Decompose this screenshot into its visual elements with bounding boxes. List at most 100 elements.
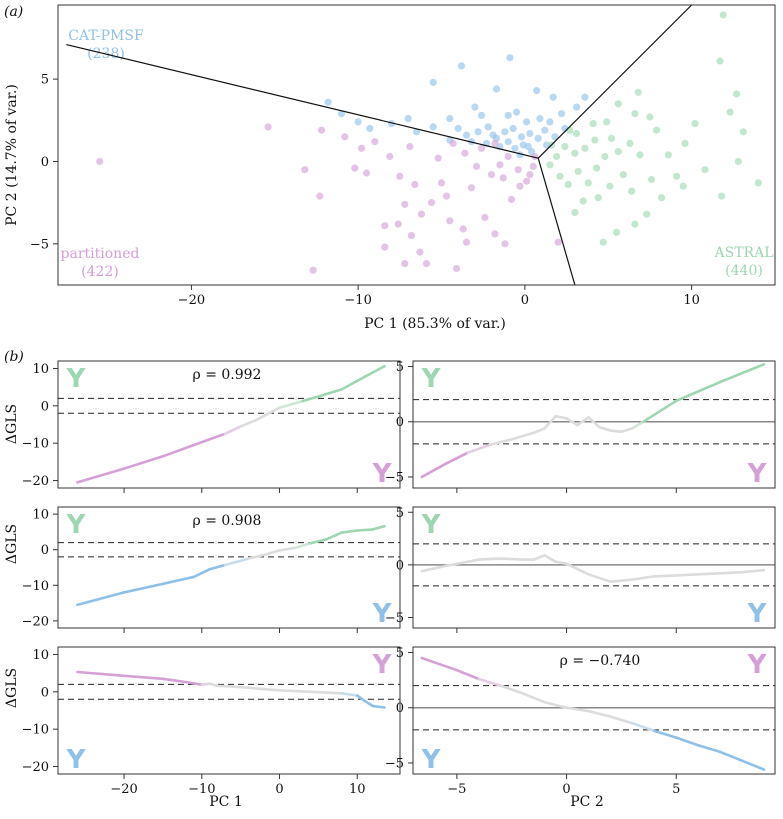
scatter-point-partitioned — [264, 123, 272, 131]
scatter-point-cat-pmsf — [558, 110, 566, 118]
delta-gls-curve-segment — [740, 568, 766, 574]
group-count-astral: (440) — [725, 263, 763, 279]
delta-gls-curve-segment — [293, 689, 312, 694]
delta-gls-curve-segment — [317, 388, 344, 398]
delta-gls-curve-segment — [223, 557, 250, 567]
y-tick-label: 0 — [396, 701, 404, 716]
gls-line-panels: PC 1 PC 2 ΔGLS ΔGLS ΔGLS 10 0 −10 −20 ρ = 0.… — [4, 360, 776, 810]
x-tick-label: 0 — [275, 782, 283, 797]
delta-gls-curve-segment — [565, 417, 579, 427]
scatter-point-astral — [664, 151, 672, 159]
delta-gls-curve-segment — [301, 395, 320, 403]
delta-gls-curve-segment — [587, 709, 612, 718]
delta-gls-curve-segment — [674, 736, 700, 747]
delta-gls-curve-segment — [239, 418, 258, 428]
x-tick-label: 5 — [672, 782, 680, 797]
scatter-point-astral — [733, 90, 741, 98]
scatter-point-partitioned — [516, 182, 524, 190]
delta-gls-curve-segment — [420, 564, 448, 573]
scatter-point-astral — [589, 120, 597, 128]
scatter-point-astral — [658, 194, 666, 202]
scatter-point-partitioned — [434, 154, 442, 162]
delta-gls-curve-segment — [208, 563, 227, 571]
scatter-point-astral — [716, 57, 724, 65]
scatter-point-cat-pmsf — [366, 124, 374, 133]
scatter-point-partitioned — [499, 174, 507, 182]
panel-frame — [57, 506, 401, 629]
scatter-point-partitioned — [472, 162, 481, 170]
delta-gls-curve-segment — [161, 440, 204, 458]
y-tick-label: 0 — [41, 543, 49, 558]
scatter-point-astral — [584, 179, 592, 187]
scatter-point-partitioned — [529, 162, 537, 170]
scatter-point-cat-pmsf — [429, 78, 437, 86]
scatter-point-astral — [653, 126, 661, 134]
delta-gls-curve-segment — [254, 406, 281, 422]
scatter-point-cat-pmsf — [512, 108, 521, 116]
scatter-point-cat-pmsf — [354, 118, 362, 126]
scatter-point-astral — [593, 164, 601, 172]
scatter-point-astral — [718, 192, 726, 200]
scatter-point-astral — [614, 100, 622, 108]
scatter-point-cat-pmsf — [462, 131, 471, 139]
scatter-point-partitioned — [381, 222, 389, 230]
scatter-point-astral — [614, 148, 622, 156]
scatter-point-partitioned — [477, 144, 486, 152]
scatter-point-partitioned — [446, 217, 454, 225]
scatter-point-partitioned — [416, 248, 424, 256]
delta-gls-curve-segment — [293, 541, 312, 550]
scatter-point-partitioned — [301, 166, 309, 174]
scatter-point-partitioned — [386, 152, 394, 161]
scatter-point-cat-pmsf — [337, 110, 346, 118]
scatter-point-cat-pmsf — [536, 115, 544, 123]
scatter-point-cat-pmsf — [501, 128, 509, 136]
scatter-point-partitioned — [452, 264, 461, 273]
scatter-point-astral — [571, 149, 579, 157]
scatter-point-astral — [719, 11, 727, 19]
scatter-point-partitioned — [351, 164, 359, 172]
delta-gls-curve-segment — [510, 431, 536, 441]
y-tick-label: 10 — [32, 508, 49, 523]
decision-boundary-line — [66, 43, 539, 159]
y-tick-label: −5 — [30, 237, 49, 252]
delta-gls-curve-segment — [231, 685, 250, 690]
pca-scatter-plot: PC 1 (85.3% of var.) PC 2 (14.7% of var.… — [4, 4, 776, 332]
group-label-astral: ASTRAL — [714, 245, 774, 261]
scatter-point-astral — [734, 157, 742, 166]
tree-topology-icon: Y — [747, 650, 768, 680]
scatter-point-astral — [643, 210, 651, 218]
scatter-point-astral — [553, 152, 561, 161]
scatter-point-astral — [739, 128, 747, 136]
y-tick-label: 10 — [32, 362, 49, 377]
delta-gls-curve-segment — [122, 674, 165, 681]
x-tick-label: −10 — [344, 293, 371, 308]
y-tick-label: 10 — [32, 648, 49, 663]
delta-gls-curve-segment — [340, 529, 359, 534]
scatter-point-partitioned — [491, 139, 499, 147]
y-tick-label: 0 — [396, 415, 404, 430]
tree-topology-icon: Y — [66, 745, 87, 775]
delta-gls-curve-segment — [499, 684, 525, 695]
scatter-point-astral — [591, 136, 599, 144]
scatter-point-partitioned — [496, 161, 504, 169]
delta-gls-curve-segment — [262, 549, 281, 557]
delta-gls-curve-segment — [444, 451, 470, 466]
scatter-point-cat-pmsf — [543, 141, 551, 149]
scatter-point-partitioned — [427, 199, 436, 207]
scatter-point-partitioned — [417, 210, 426, 218]
delta-gls-curve-segment — [631, 575, 656, 581]
scatter-point-astral — [726, 108, 734, 116]
scatter-point-cat-pmsf — [471, 103, 479, 111]
scatter-point-partitioned — [371, 138, 379, 146]
scatter-point-partitioned — [481, 213, 489, 222]
delta-gls-curve-segment — [543, 700, 568, 710]
scatter-point-astral — [556, 172, 564, 180]
y-tick-label: −10 — [22, 579, 49, 594]
scatter-point-cat-pmsf — [511, 144, 519, 152]
y-tick-label: 0 — [396, 558, 404, 573]
delta-gls-curve-segment — [477, 557, 503, 561]
gls-panel-r1c1: 10 0 −10 −20 ρ = 0.992 Y Y — [22, 360, 401, 493]
scatter-point-astral — [571, 208, 579, 217]
group-label-partitioned: partitioned — [61, 246, 140, 262]
x-tick-label: 10 — [683, 293, 700, 308]
